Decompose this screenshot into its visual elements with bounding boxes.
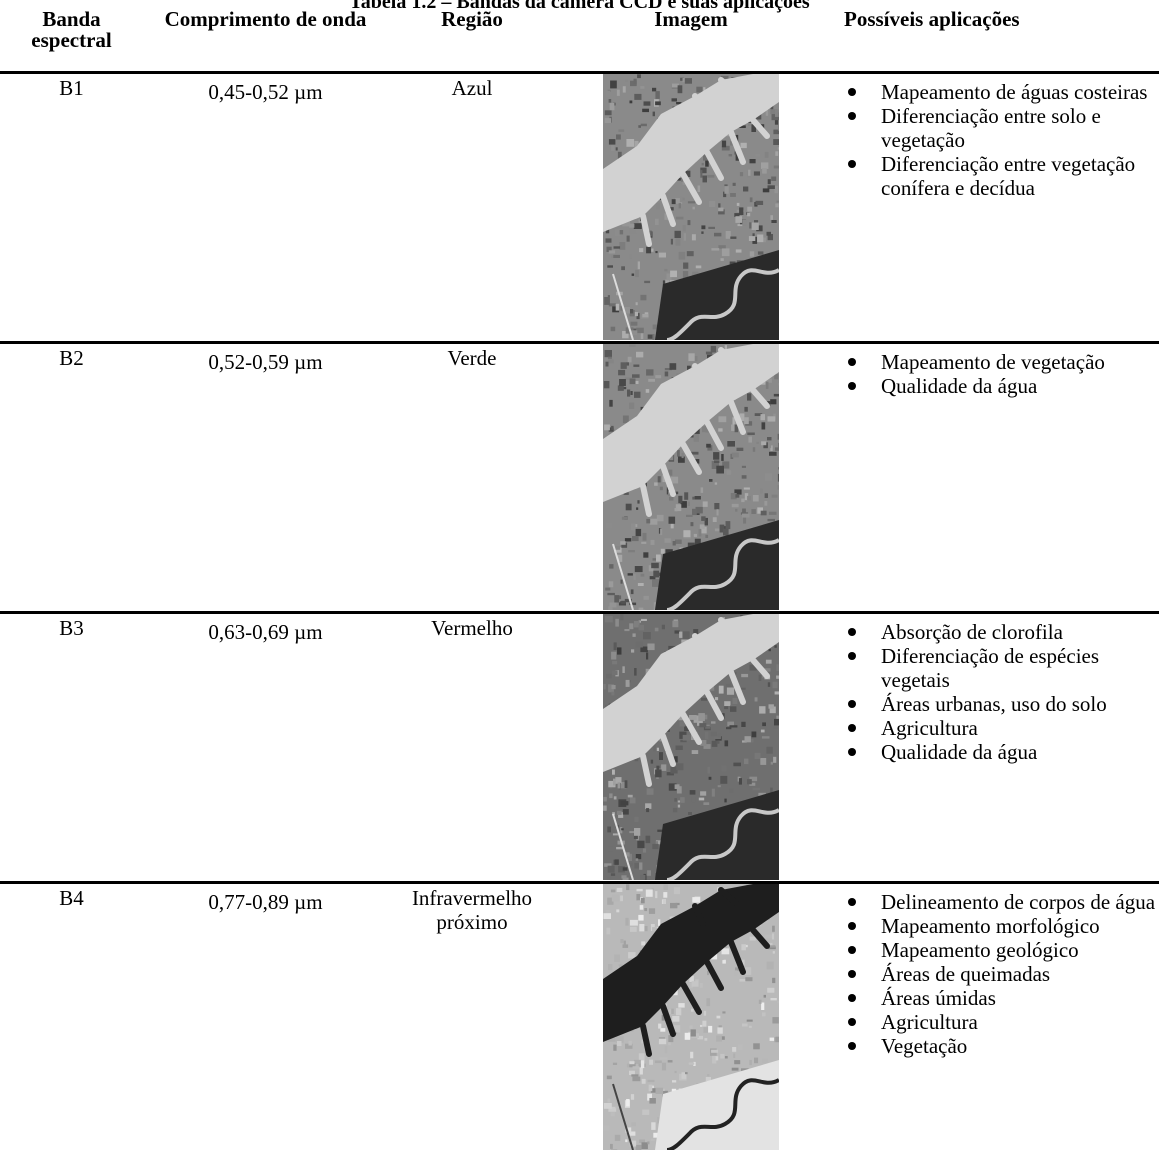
list-item: Vegetação (826, 1034, 1159, 1058)
table-row: B1 0,45-0,52 µm Azul Mapeamento de águas… (0, 72, 1159, 344)
header-wavelength: Comprimento de onda (143, 9, 388, 74)
list-item: Mapeamento geológico (826, 938, 1159, 962)
list-item: Qualidade da água (826, 374, 1159, 398)
list-item: Absorção de clorofila (826, 620, 1159, 644)
list-item: Agricultura (826, 716, 1159, 740)
wavelength-cell: 0,52-0,59 µm (143, 342, 388, 614)
list-item: Diferenciação de espécies vegetais (826, 644, 1159, 692)
header-region: Região (388, 9, 556, 74)
list-item: Áreas úmidas (826, 986, 1159, 1010)
wavelength-cell: 0,63-0,69 µm (143, 612, 388, 884)
list-item: Mapeamento de vegetação (826, 350, 1159, 374)
list-item: Áreas de queimadas (826, 962, 1159, 986)
header-image: Imagem (556, 9, 826, 74)
satellite-image-icon (603, 343, 779, 610)
list-item: Mapeamento morfológico (826, 914, 1159, 938)
satellite-image-icon (603, 73, 779, 340)
wavelength-cell: 0,77-0,89 µm (208, 889, 323, 914)
header-applications: Possíveis aplicações (826, 9, 1159, 74)
band-cell: B2 (0, 342, 143, 614)
region-cell: Infravermelho próximo (411, 885, 533, 934)
region-cell: Verde (388, 342, 556, 614)
band-cell: B3 (0, 612, 143, 884)
applications-list: Absorção de clorofila Diferenciação de e… (826, 614, 1159, 764)
list-item: Diferenciação entre vegetação conífera e… (826, 152, 1159, 200)
satellite-image-icon (603, 613, 779, 880)
wavelength-cell: 0,45-0,52 µm (143, 72, 388, 344)
list-item: Qualidade da água (826, 740, 1159, 764)
band-cell: B1 (0, 72, 143, 344)
region-cell: Azul (388, 72, 556, 344)
list-item: Agricultura (826, 1010, 1159, 1034)
list-item: Áreas urbanas, uso do solo (826, 692, 1159, 716)
applications-list: Mapeamento de águas costeiras Diferencia… (826, 74, 1159, 200)
applications-list: Delineamento de corpos de água Mapeament… (826, 884, 1159, 1058)
applications-list: Mapeamento de vegetação Qualidade da águ… (826, 344, 1159, 398)
bands-table: Banda espectral Comprimento de onda Regi… (0, 9, 1159, 1152)
list-item: Delineamento de corpos de água (826, 890, 1159, 914)
table-row: B4 0,77-0,89 µm Infravermelho próximo De… (0, 882, 1159, 1152)
table-row: B3 0,63-0,69 µm Vermelho Absorção de clo… (0, 612, 1159, 884)
band-cell: B4 (59, 885, 84, 910)
table-row: B2 0,52-0,59 µm Verde Mapeamento de vege… (0, 342, 1159, 614)
region-cell: Vermelho (388, 612, 556, 884)
satellite-image-icon (603, 883, 779, 1150)
table-header-row: Banda espectral Comprimento de onda Regi… (0, 9, 1159, 74)
header-band: Banda espectral (0, 9, 143, 74)
list-item: Diferenciação entre solo e vegetação (826, 104, 1159, 152)
list-item: Mapeamento de águas costeiras (826, 80, 1159, 104)
